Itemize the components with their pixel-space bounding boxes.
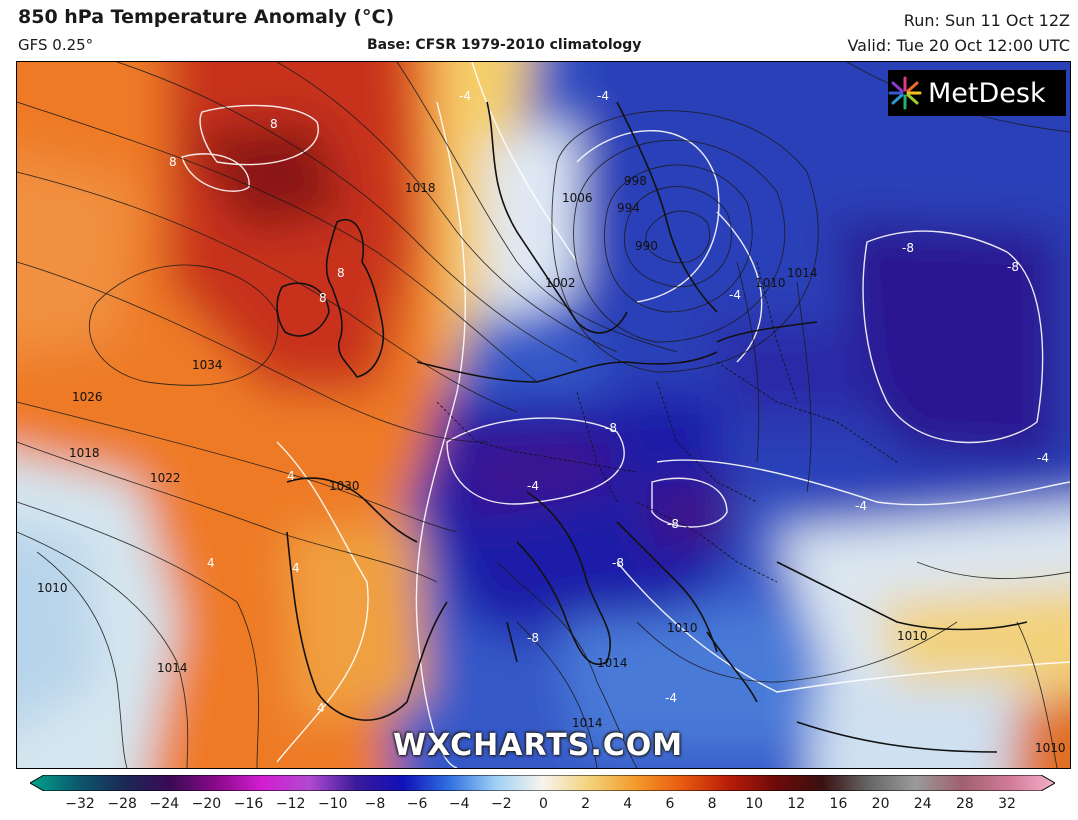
anomaly-labels: 8 8 8 8 -4 -4 -4 -4 -4 -4 -4 -8 -8 -8 -8… <box>169 89 1049 715</box>
colorbar-tick-label: 20 <box>871 796 890 812</box>
anomaly-label: -8 <box>667 517 679 531</box>
anomaly-label: 8 <box>319 291 327 305</box>
anomaly-label: -8 <box>902 241 914 255</box>
isobar-label: 998 <box>624 174 647 188</box>
isobar-label: 1010 <box>37 581 68 595</box>
isobars <box>17 62 1070 768</box>
metdesk-logo: MetDesk <box>888 70 1066 116</box>
run-time-label: Run: Sun 11 Oct 12Z <box>903 11 1070 30</box>
colorbar-tick-label: 16 <box>829 796 848 812</box>
sunburst-icon <box>888 76 922 110</box>
coastlines <box>276 101 1028 753</box>
colorbar-tick-label: −16 <box>233 796 264 812</box>
isobar-label: 1010 <box>755 276 786 290</box>
isobar-label: 1014 <box>597 656 628 670</box>
colorbar-tick-label: 28 <box>955 796 974 812</box>
anomaly-label: -4 <box>527 479 539 493</box>
colorbar-tick-label: 4 <box>623 796 633 812</box>
isobar-label: 1014 <box>787 266 818 280</box>
isobar-label: 1018 <box>69 446 100 460</box>
colorbar-ticks: −32 −28 −24 −20 −16 −12 −10 −8 −6 −4 −2 0 2 4 6 8 10 12 16… <box>0 796 1078 816</box>
isobar-label: 1022 <box>150 471 181 485</box>
valid-time-label: Valid: Tue 20 Oct 12:00 UTC <box>847 36 1070 55</box>
map-panel: 1034 1030 1026 1022 1018 1018 1014 1014 … <box>16 61 1071 769</box>
isobar-label: 1030 <box>329 479 360 493</box>
model-label: GFS 0.25° <box>18 36 94 54</box>
anomaly-label: 4 <box>292 561 300 575</box>
isobar-label: 994 <box>617 201 640 215</box>
colorbar-tick-label: −12 <box>275 796 306 812</box>
colorbar-tick-label: 12 <box>787 796 806 812</box>
colorbar-tick-label: −10 <box>318 796 348 812</box>
colorbar-tick-label: −6 <box>406 796 428 812</box>
colorbar-tick-label: 10 <box>745 796 764 812</box>
colorbar-gradient <box>30 775 1055 791</box>
isobar-label: 1010 <box>1035 741 1066 755</box>
anomaly-label: 8 <box>270 117 278 131</box>
anomaly-map: 1034 1030 1026 1022 1018 1018 1014 1014 … <box>17 62 1070 768</box>
colorbar-tick-label: 6 <box>665 796 675 812</box>
anomaly-label: -4 <box>855 499 867 513</box>
anomaly-label: -8 <box>612 556 624 570</box>
isobar-label: 1014 <box>572 716 603 730</box>
climatology-base-label: Base: CFSR 1979-2010 climatology <box>367 37 642 53</box>
colorbar-tick-label: −2 <box>491 796 512 812</box>
isobar-label: 1010 <box>667 621 698 635</box>
isobar-label: 1002 <box>545 276 576 290</box>
anomaly-label: -4 <box>665 691 677 705</box>
temperature-field <box>17 62 1070 768</box>
isobar-label: 1010 <box>897 629 928 643</box>
isobar-labels: 1034 1030 1026 1022 1018 1018 1014 1014 … <box>37 174 1066 755</box>
anomaly-label: -4 <box>1037 451 1049 465</box>
anomaly-label: -8 <box>527 631 539 645</box>
anomaly-contours <box>181 62 1070 768</box>
anomaly-label: -8 <box>1007 260 1019 274</box>
isobar-label: 1014 <box>157 661 188 675</box>
anomaly-label: -4 <box>459 89 471 103</box>
borders <box>436 261 898 583</box>
logo-text: MetDesk <box>928 77 1046 109</box>
isobar-label: 990 <box>635 239 658 253</box>
anomaly-label: -8 <box>605 421 617 435</box>
colorbar-tick-label: −32 <box>65 796 95 812</box>
colorbar-tick-label: 2 <box>581 796 591 812</box>
isobar-label: 1018 <box>405 181 436 195</box>
anomaly-label: 4 <box>287 469 295 483</box>
chart-title: 850 hPa Temperature Anomaly (°C) <box>18 6 395 28</box>
colorbar-tick-label: −24 <box>149 796 180 812</box>
colorbar-tick-label: 8 <box>707 796 717 812</box>
colorbar-tick-label: −20 <box>191 796 222 812</box>
colorbar-tick-label: 0 <box>539 796 548 812</box>
colorbar-tick-label: −28 <box>107 796 137 812</box>
colorbar-tick-label: 24 <box>913 796 932 812</box>
isobar-label: 1034 <box>192 358 223 372</box>
anomaly-label: 8 <box>169 155 177 169</box>
anomaly-label: 8 <box>337 266 345 280</box>
wxcharts-watermark: WXCHARTS.COM <box>393 728 684 763</box>
colorbar-tick-label: −8 <box>364 796 386 812</box>
isobar-label: 1006 <box>562 191 593 205</box>
colorbar-tick-label: 32 <box>998 796 1016 812</box>
colorbar-tick-label: −4 <box>448 796 470 812</box>
anomaly-label: 4 <box>317 701 325 715</box>
isobar-label: 1026 <box>72 390 103 404</box>
colorbar <box>30 775 1055 791</box>
anomaly-label: -4 <box>729 288 741 302</box>
anomaly-label: 4 <box>207 556 215 570</box>
anomaly-label: -4 <box>597 89 609 103</box>
